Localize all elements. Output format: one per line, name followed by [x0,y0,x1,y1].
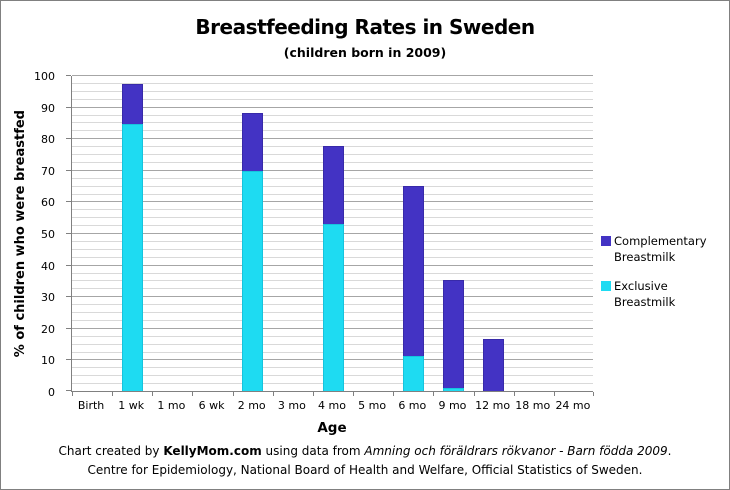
minor-gridline [72,90,593,92]
y-axis-tick [66,106,71,108]
footer-brand: KellyMom.com [163,444,262,458]
bar-segment-exclusive-1wk [121,123,143,391]
y-axis-tick [66,169,71,171]
x-axis-category-label: 24 mo [555,399,591,412]
x-axis-tick [233,392,234,396]
minor-gridline [72,114,593,116]
legend-label: Complementary Breastmilk [614,234,707,264]
footer-source-title: Amning och föräldrars rökvanor - Barn fö… [364,444,668,458]
chart-subtitle: (children born in 2009) [283,45,447,60]
minor-gridline [72,122,593,124]
y-axis-tick [66,233,71,234]
y-axis-tick-label: 50 [41,228,55,241]
y-axis-tick [66,359,71,361]
x-axis-tick [273,392,274,396]
footer-text: . [667,444,672,458]
x-axis-category-label: 1 mo [157,399,186,412]
x-axis-tick [393,392,394,396]
x-axis-tick [313,392,314,396]
major-gridline [72,106,593,108]
legend: Complementary Breastmilk Exclusive Breast… [601,233,729,323]
bar-segment-complementary-9mo [442,280,464,388]
y-axis-tick-label: 0 [48,386,55,399]
legend-item: Complementary Breastmilk [601,233,729,265]
chart-title: Breastfeeding Rates in Sweden [195,15,535,39]
footer-text: Chart created by [58,444,164,458]
x-axis-tick [474,392,475,396]
bar-segment-complementary-4mo [322,146,344,224]
y-axis-tick [66,264,71,266]
bar-segment-exclusive-2mo [242,171,264,391]
x-axis-tick [353,392,354,396]
x-axis-category-label: Birth [77,399,105,412]
bar-segment-complementary-6mo [402,185,424,357]
bar-segment-exclusive-4mo [322,223,344,391]
x-axis-tick [152,392,153,396]
x-axis-category-label: 6 wk [198,399,225,412]
bar-segment-exclusive-9mo [442,387,464,391]
y-axis-tick-label: 70 [41,164,55,178]
x-axis-category-label: 9 mo [438,399,467,412]
x-axis-category-label: 5 mo [358,399,387,412]
x-axis-category-label: 3 mo [277,399,306,412]
x-axis-tick [112,392,113,396]
y-axis-tick-label: 30 [41,291,55,305]
bar-segment-complementary-2mo [242,112,264,172]
y-axis-tick [66,201,71,203]
y-axis-tick [66,390,71,391]
y-axis-tick-label: 90 [41,101,55,115]
major-gridline [72,138,593,140]
minor-gridline [72,82,593,84]
x-axis-labels: Birth 1 wk 1 mo 6 wk 2 mo 3 mo 4 mo 5 mo 6 mo 9 m… [71,399,593,415]
x-axis-category-label: 6 mo [398,399,427,412]
x-axis-tick [554,392,555,396]
bar-segment-complementary-1wk [121,84,143,124]
y-axis-tick-label: 100 [34,70,55,83]
plot-area [66,75,594,396]
y-axis-tick-label: 10 [41,354,55,368]
y-axis-tick-label: 60 [41,196,55,210]
legend-label: Exclusive Breastmilk [614,279,676,309]
bar-segment-complementary-12mo [483,338,505,391]
x-axis-category-label: 1 wk [118,399,145,412]
footer-line-1: Chart created by KellyMom.com using data… [1,444,729,458]
legend-swatch [601,281,611,291]
y-axis-tick-label: 40 [41,259,55,273]
y-axis-tick [66,75,71,76]
minor-gridline [72,98,593,100]
x-axis-category-label: 18 mo [515,399,551,412]
y-axis-tick-label: 20 [41,322,55,336]
x-axis-category-label: 12 mo [475,399,511,412]
x-axis-tick [514,392,515,396]
y-axis-tick [66,327,71,329]
x-axis-category-label: 4 mo [318,399,346,412]
x-axis-tick [593,392,594,396]
bar-segment-exclusive-6mo [402,356,424,391]
x-axis-category-label: 2 mo [237,399,266,412]
x-axis-tick [433,392,434,396]
y-axis-tick-label: 80 [41,133,55,147]
legend-swatch [601,236,611,246]
y-axis-tick [66,296,71,298]
minor-gridline [72,130,593,132]
footer-text: using data from [261,444,365,458]
y-axis-tick [66,138,71,140]
legend-item: Exclusive Breastmilk [601,278,729,310]
x-axis-tick [192,392,193,396]
footer-line-2: Centre for Epidemiology, National Board … [87,463,643,477]
x-axis-tick [72,392,73,396]
y-axis-labels: 0 10 20 30 40 50 60 70 80 90 100 [1,70,63,399]
x-axis-title: Age [317,420,347,436]
major-gridline [72,75,593,76]
